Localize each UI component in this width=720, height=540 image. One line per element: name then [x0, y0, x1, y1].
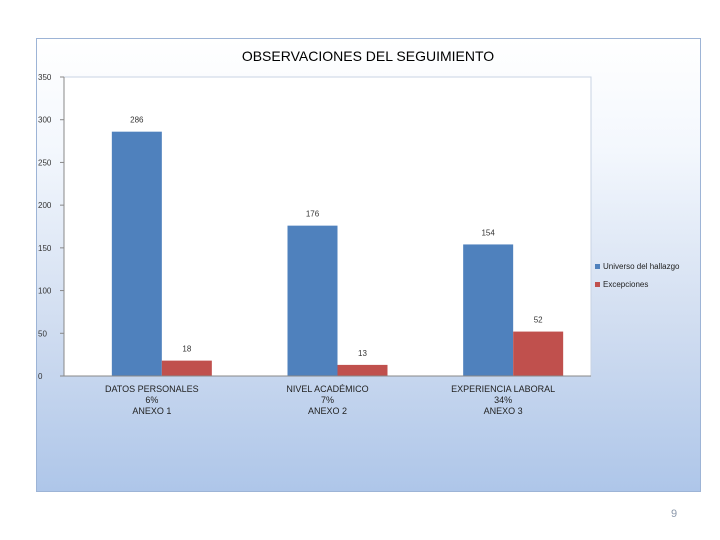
legend: Universo del hallazgo Excepciones — [595, 262, 680, 289]
x-category-label: DATOS PERSONALES — [105, 384, 199, 394]
data-label: 154 — [481, 228, 495, 237]
y-tick-label: 300 — [38, 116, 52, 125]
x-category-label: ANEXO 3 — [484, 406, 523, 416]
legend-label: Excepciones — [603, 280, 648, 289]
y-tick-label: 250 — [38, 158, 52, 167]
x-category-label: ANEXO 2 — [308, 406, 347, 416]
data-label: 13 — [358, 349, 367, 358]
legend-swatch — [595, 264, 600, 269]
bar-excepciones — [161, 360, 212, 376]
x-category-label: 6% — [145, 395, 158, 405]
x-category-label: NIVEL ACADÉMICO — [286, 384, 368, 394]
bar-universo — [287, 225, 338, 376]
y-tick-label: 150 — [38, 244, 52, 253]
data-label: 18 — [182, 345, 191, 354]
bar-universo — [463, 244, 514, 376]
bar-excepciones — [337, 364, 388, 376]
x-category-label: EXPERIENCIA LABORAL — [451, 384, 555, 394]
bar-universo — [111, 131, 162, 376]
x-category-label: 7% — [321, 395, 334, 405]
bars: 286 18 176 13 154 52 — [111, 116, 564, 376]
x-category-label: ANEXO 1 — [132, 406, 171, 416]
x-category-label: 34% — [494, 395, 512, 405]
legend-label: Universo del hallazgo — [603, 262, 680, 271]
chart-title: OBSERVACIONES DEL SEGUIMIENTO — [242, 48, 494, 64]
data-label: 52 — [534, 316, 543, 325]
page-number: 9 — [670, 508, 678, 520]
y-tick-label: 350 — [38, 73, 52, 82]
y-tick-label: 0 — [38, 372, 43, 381]
legend-swatch — [595, 282, 600, 287]
y-axis: 0 50 100 150 200 250 300 350 — [38, 73, 65, 381]
y-tick-label: 200 — [38, 201, 52, 210]
y-tick-label: 100 — [38, 287, 52, 296]
data-label: 286 — [130, 116, 144, 125]
data-label: 176 — [306, 210, 320, 219]
y-tick-label: 50 — [38, 329, 47, 338]
bar-excepciones — [513, 331, 564, 376]
